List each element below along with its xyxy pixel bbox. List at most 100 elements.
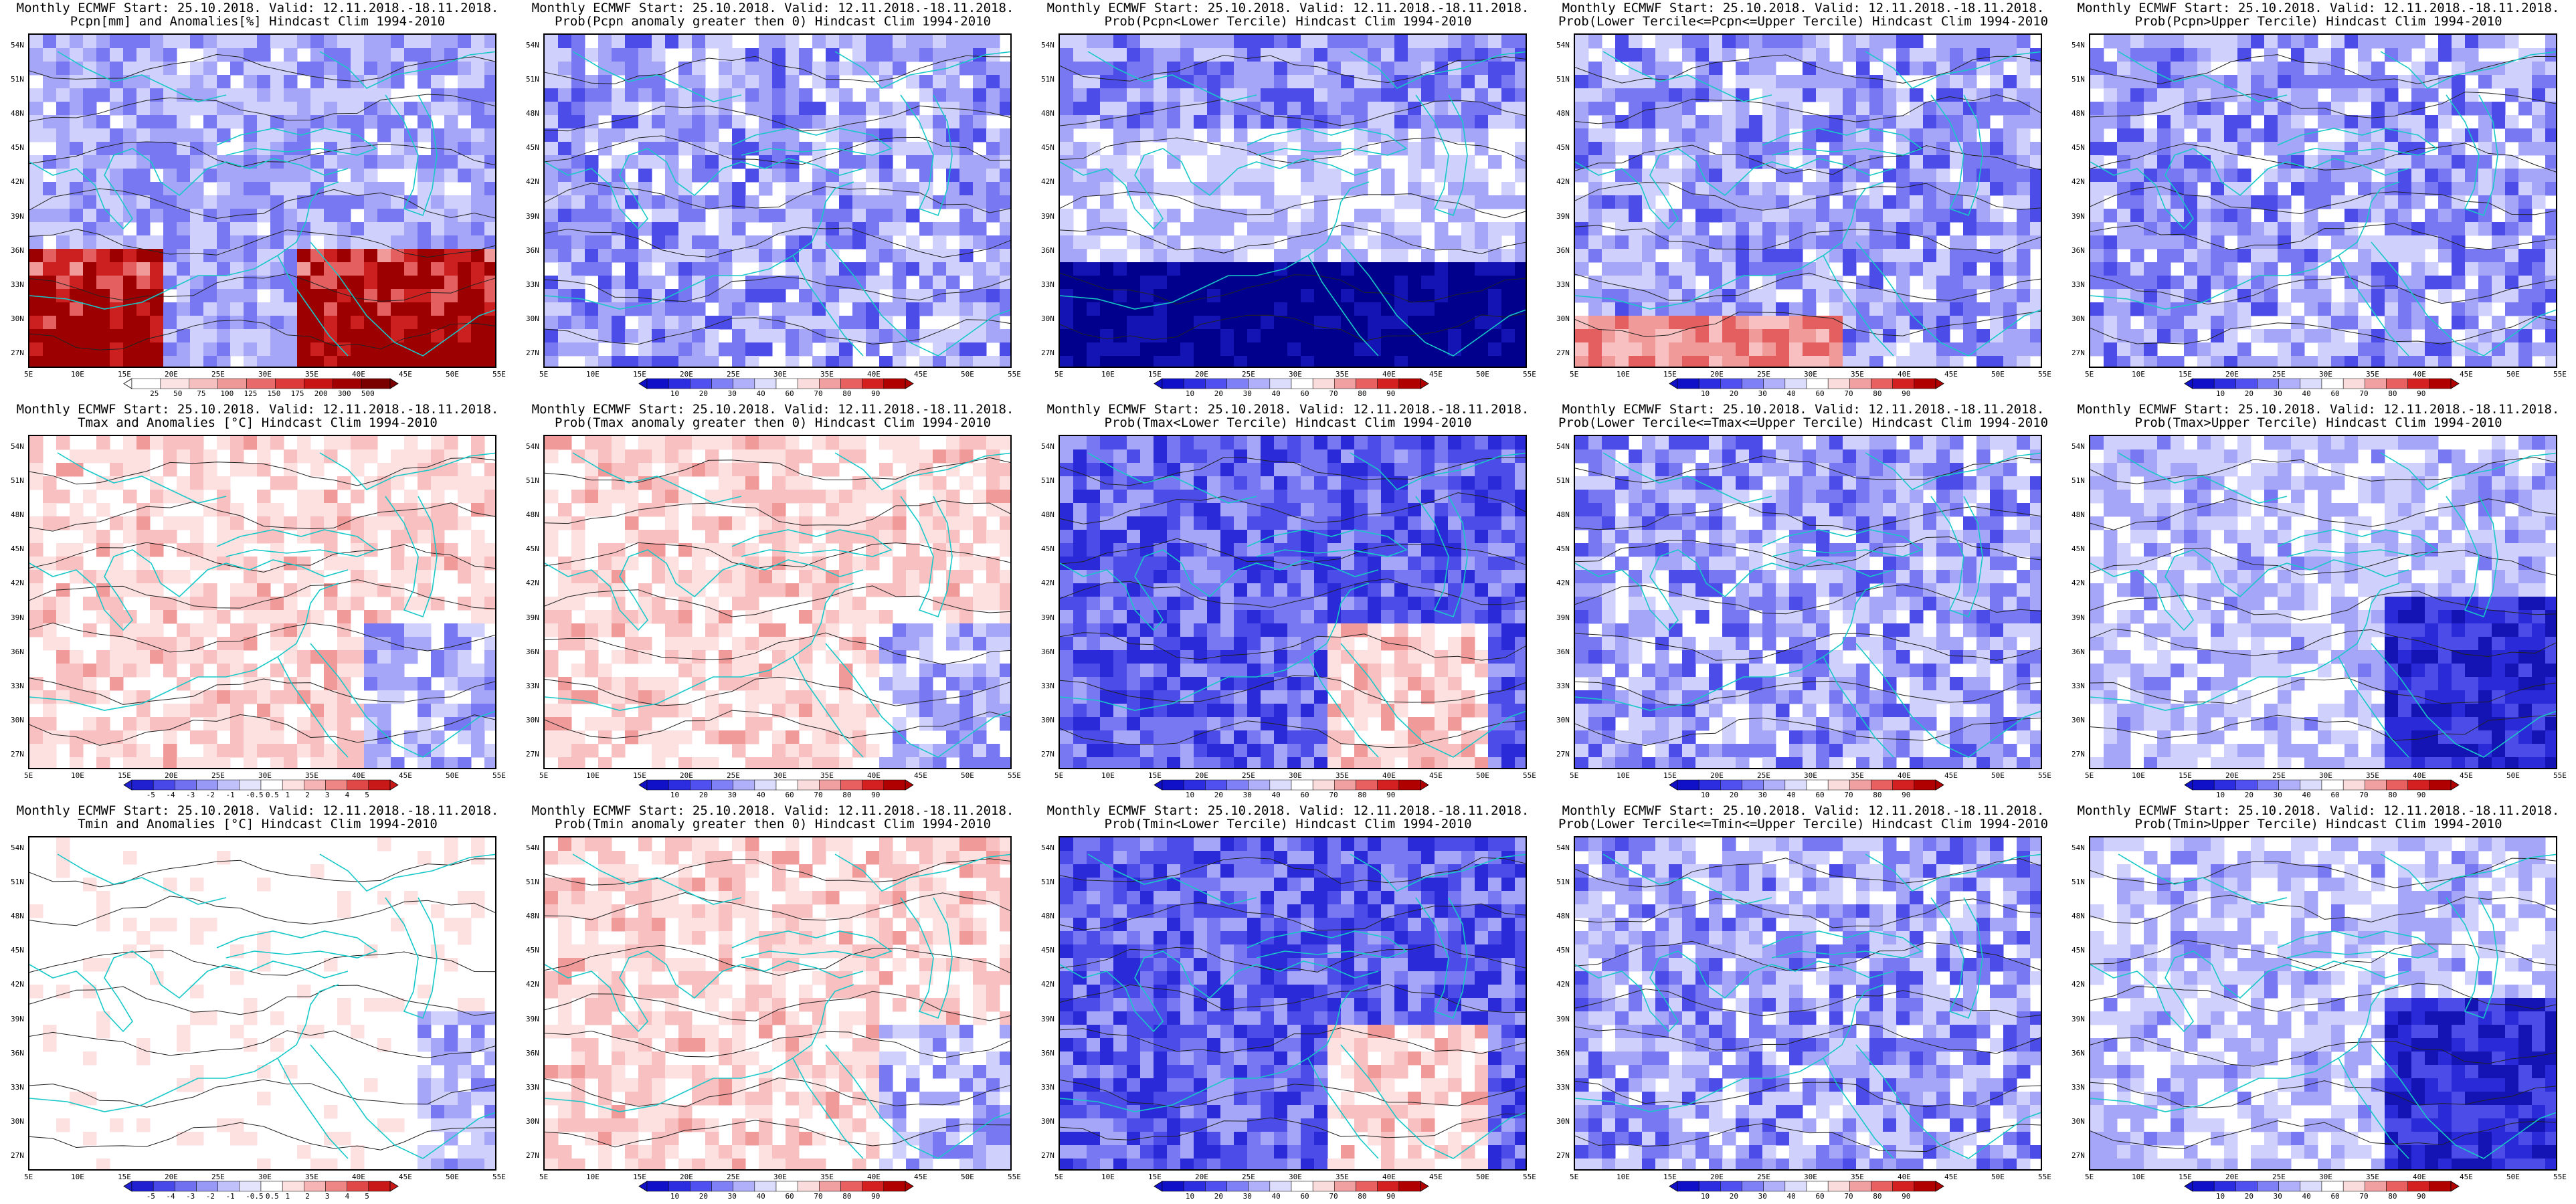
field-cell — [705, 35, 719, 49]
field-cell — [1100, 276, 1114, 290]
field-cell — [665, 209, 679, 223]
field-cell — [1113, 48, 1127, 62]
lon-tick-label: 5E — [539, 370, 549, 379]
field-cell — [150, 115, 164, 129]
field-cell — [1220, 102, 1234, 116]
field-cell — [284, 757, 298, 768]
field-cell — [270, 316, 284, 330]
field-cell — [2318, 342, 2332, 357]
field-cell — [1896, 222, 1910, 236]
field-cell — [2264, 329, 2278, 343]
field-cell — [759, 329, 773, 343]
colorbar-swatch — [275, 378, 304, 389]
field-cell — [986, 62, 1000, 76]
field-cell — [1381, 75, 1395, 89]
lat-tick-label: 42N — [11, 177, 24, 187]
field-cell — [377, 677, 391, 691]
colorbar-label: 10 — [1185, 389, 1195, 398]
field-cell — [2331, 48, 2345, 62]
field-cell — [1421, 88, 1435, 102]
field-cell — [2304, 209, 2318, 223]
field-cell — [1461, 276, 1475, 290]
field-cell — [230, 730, 244, 744]
field-cell — [1087, 182, 1101, 196]
field-cell — [391, 570, 405, 584]
field-cell — [1314, 289, 1328, 303]
field-cell — [1950, 289, 1964, 303]
field-cell — [56, 557, 70, 571]
field-cell — [284, 650, 298, 664]
field-cell — [1327, 182, 1342, 196]
field-cell — [2304, 249, 2318, 263]
field-cell — [652, 276, 666, 290]
field-cell — [719, 342, 733, 357]
field-cell — [2251, 235, 2265, 249]
field-cell — [1629, 75, 1643, 89]
field-cell — [1167, 235, 1181, 249]
field-cell — [705, 128, 719, 142]
field-cell — [906, 182, 920, 196]
field-cell — [2144, 195, 2158, 209]
field-cell — [558, 128, 572, 142]
field-cell — [110, 48, 124, 62]
field-cell — [2385, 222, 2399, 236]
field-cell — [244, 302, 258, 316]
field-cell — [484, 677, 495, 691]
field-cell — [1000, 169, 1010, 183]
field-cell — [2197, 35, 2211, 49]
field-cell — [297, 356, 311, 367]
field-cell — [1588, 88, 1602, 102]
field-cell — [893, 436, 907, 450]
field-cell — [270, 543, 284, 557]
field-cell — [297, 516, 311, 530]
field-cell — [612, 235, 626, 249]
field-cell — [444, 276, 458, 290]
field-cell — [96, 690, 110, 704]
field-cell — [2358, 48, 2372, 62]
field-cell — [786, 516, 800, 530]
field-cell — [163, 664, 177, 678]
field-cell — [2030, 316, 2041, 330]
field-cell — [2398, 356, 2412, 367]
field-cell — [1642, 195, 1656, 209]
field-cell — [244, 356, 258, 367]
field-cell — [799, 182, 813, 196]
colorbar-swatch — [754, 378, 777, 389]
field-cell — [2344, 342, 2359, 357]
field-cell — [404, 102, 418, 116]
field-cell — [2505, 302, 2519, 316]
field-cell — [1000, 436, 1010, 450]
field-cell — [1341, 102, 1355, 116]
field-cell — [986, 276, 1000, 290]
field-cell — [1060, 329, 1074, 343]
field-cell — [973, 235, 987, 249]
field-cell — [377, 115, 391, 129]
field-cell — [2331, 62, 2345, 76]
field-cell — [1207, 249, 1221, 263]
field-cell — [2090, 235, 2104, 249]
field-cell — [1655, 102, 1669, 116]
field-cell — [418, 249, 432, 263]
field-cell — [351, 583, 365, 597]
field-cell — [598, 88, 612, 102]
contour-line — [545, 227, 1010, 258]
field-cell — [933, 128, 947, 142]
field-cell — [2492, 289, 2506, 303]
field-cell — [1140, 262, 1154, 276]
field-cell — [70, 744, 84, 758]
field-cell — [1762, 235, 1776, 249]
field-cell — [1936, 195, 1950, 209]
field-cell — [404, 276, 418, 290]
field-cell — [946, 155, 960, 169]
field-cell — [257, 690, 271, 704]
field-cell — [1220, 222, 1234, 236]
field-cell — [772, 316, 786, 330]
field-cell — [351, 169, 365, 183]
field-cell — [431, 329, 445, 343]
field-cell — [29, 48, 43, 62]
field-cell — [839, 142, 853, 156]
field-cell — [110, 128, 124, 142]
lon-tick-label: 30E — [1804, 370, 1817, 379]
field-cell — [377, 155, 391, 169]
field-cell — [2478, 262, 2492, 276]
